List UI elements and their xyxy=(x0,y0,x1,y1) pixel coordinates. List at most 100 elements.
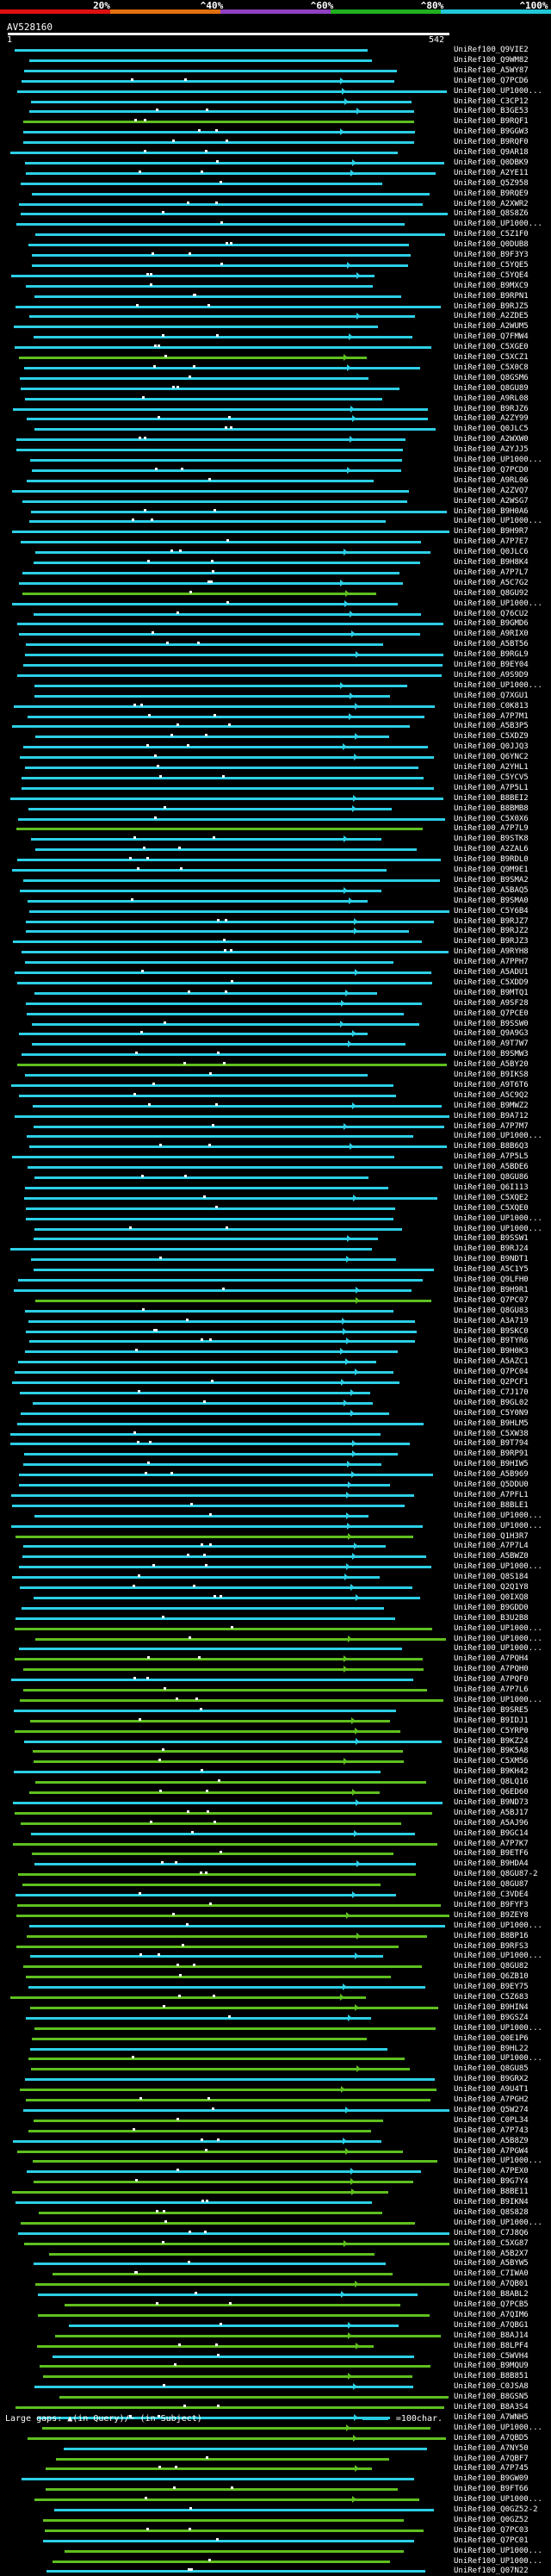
hit-id-link[interactable]: UniRef100_UP1000... xyxy=(454,599,542,608)
hit-id-link[interactable]: UniRef100_UP1000... xyxy=(454,1562,542,1572)
hit-row[interactable]: UniRef100_C5XDD9 xyxy=(0,978,551,988)
hit-row[interactable]: UniRef100_Q7PC01 xyxy=(0,2536,551,2546)
hit-id-link[interactable]: UniRef100_B9HIN4 xyxy=(454,2002,529,2012)
hit-id-link[interactable]: UniRef100_Q8GU85 xyxy=(454,2064,529,2074)
hit-id-link[interactable]: UniRef100_UP1000... xyxy=(454,2218,542,2227)
hit-id-link[interactable]: UniRef100_UP1000... xyxy=(454,1214,542,1223)
hit-row[interactable]: UniRef100_A7QB01 xyxy=(0,2279,551,2289)
hit-id-link[interactable]: UniRef100_Q07N22 xyxy=(454,2567,529,2576)
hit-row[interactable]: UniRef100_C5XCZ1 xyxy=(0,352,551,363)
hit-id-link[interactable]: UniRef100_Q2Q1Y8 xyxy=(454,1583,529,1592)
hit-id-link[interactable]: UniRef100_A7P7L6 xyxy=(454,1685,529,1694)
hit-id-link[interactable]: UniRef100_Q8S828 xyxy=(454,2207,529,2217)
hit-id-link[interactable]: UniRef100_A9SF28 xyxy=(454,998,529,1008)
hit-row[interactable]: UniRef100_B9H9R7 xyxy=(0,526,551,537)
hit-id-link[interactable]: UniRef100_B9FT66 xyxy=(454,2485,529,2494)
hit-id-link[interactable]: UniRef100_UP1000... xyxy=(454,1521,542,1530)
hit-id-link[interactable]: UniRef100_A2WXW0 xyxy=(454,435,529,444)
hit-id-link[interactable]: UniRef100_C5Y0N9 xyxy=(454,1408,529,1418)
hit-id-link[interactable]: UniRef100_A2WUM5 xyxy=(454,322,529,332)
hit-id-link[interactable]: UniRef100_B8B6Q3 xyxy=(454,1142,529,1151)
hit-row[interactable]: UniRef100_B9SSW0 xyxy=(0,1019,551,1029)
hit-id-link[interactable]: UniRef100_Q7PCB5 xyxy=(454,2300,529,2309)
hit-row[interactable]: UniRef100_Q7PCB5 xyxy=(0,2300,551,2310)
hit-id-link[interactable]: UniRef100_Q2PCF1 xyxy=(454,1378,529,1387)
hit-row[interactable]: UniRef100_A9SF28 xyxy=(0,998,551,1009)
hit-row[interactable]: UniRef100_UP1000... xyxy=(0,516,551,526)
hit-id-link[interactable]: UniRef100_B8BLE1 xyxy=(454,1500,529,1510)
hit-row[interactable]: UniRef100_A5BY20 xyxy=(0,1059,551,1070)
hit-id-link[interactable]: UniRef100_UP1000... xyxy=(454,2023,542,2033)
hit-row[interactable]: UniRef100_C5Y0N9 xyxy=(0,1408,551,1418)
hit-id-link[interactable]: UniRef100_A7P7M7 xyxy=(454,1121,529,1131)
hit-id-link[interactable]: UniRef100_C7J170 xyxy=(454,1387,529,1397)
hit-row[interactable]: UniRef100_B8BEI2 xyxy=(0,793,551,804)
hit-id-link[interactable]: UniRef100_A5BJ17 xyxy=(454,1808,529,1817)
hit-row[interactable]: UniRef100_A7P5L5 xyxy=(0,1151,551,1162)
hit-row[interactable]: UniRef100_B9EY75 xyxy=(0,1982,551,1992)
hit-id-link[interactable]: UniRef100_A5AJ96 xyxy=(454,1818,529,1828)
hit-row[interactable]: UniRef100_UP1000... xyxy=(0,1521,551,1531)
hit-row[interactable]: UniRef100_A7P7K7 xyxy=(0,1839,551,1849)
hit-id-link[interactable]: UniRef100_Q0GZ52 xyxy=(454,2515,529,2524)
hit-row[interactable]: UniRef100_B9MQU9 xyxy=(0,2361,551,2371)
hit-id-link[interactable]: UniRef100_C7IWA0 xyxy=(454,2269,529,2279)
hit-id-link[interactable]: UniRef100_UP1000... xyxy=(454,1511,542,1520)
hit-row[interactable]: UniRef100_B9F3Y3 xyxy=(0,250,551,260)
hit-id-link[interactable]: UniRef100_A5C1Y5 xyxy=(454,1265,529,1275)
hit-row[interactable]: UniRef100_A2ZAL6 xyxy=(0,844,551,854)
hit-id-link[interactable]: UniRef100_B9GC14 xyxy=(454,1828,529,1838)
hit-row[interactable]: UniRef100_Q7FMW4 xyxy=(0,332,551,342)
hit-id-link[interactable]: UniRef100_UP1000... xyxy=(454,1952,542,1961)
hit-id-link[interactable]: UniRef100_B9ETF6 xyxy=(454,1849,529,1859)
hit-id-link[interactable]: UniRef100_C5X0C8 xyxy=(454,363,529,372)
hit-id-link[interactable]: UniRef100_A7QIM6 xyxy=(454,2310,529,2319)
hit-row[interactable]: UniRef100_A2YHL1 xyxy=(0,762,551,773)
hit-row[interactable]: UniRef100_B9GL02 xyxy=(0,1398,551,1408)
hit-id-link[interactable]: UniRef100_Q6ZB10 xyxy=(454,1972,529,1982)
hit-row[interactable]: UniRef100_B9FYF3 xyxy=(0,1900,551,1910)
hit-id-link[interactable]: UniRef100_Q8LQ16 xyxy=(454,1778,529,1787)
hit-row[interactable]: UniRef100_B9RP91 xyxy=(0,1449,551,1459)
hit-id-link[interactable]: UniRef100_B9KH42 xyxy=(454,1767,529,1777)
hit-row[interactable]: UniRef100_B9GC14 xyxy=(0,1828,551,1839)
hit-row[interactable]: UniRef100_A2WUM5 xyxy=(0,321,551,332)
hit-id-link[interactable]: UniRef100_A9RYH8 xyxy=(454,947,529,957)
hit-id-link[interactable]: UniRef100_A5BAQ5 xyxy=(454,885,529,895)
hit-id-link[interactable]: UniRef100_C5YQE5 xyxy=(454,260,529,270)
hit-id-link[interactable]: UniRef100_C5Y6B4 xyxy=(454,906,529,916)
hit-row[interactable]: UniRef100_Q7PCD6 xyxy=(0,76,551,86)
hit-row[interactable]: UniRef100_B9IKN4 xyxy=(0,2197,551,2207)
hit-row[interactable]: UniRef100_B8LPF4 xyxy=(0,2341,551,2351)
hit-id-link[interactable]: UniRef100_A7PGH2 xyxy=(454,2095,529,2104)
hit-id-link[interactable]: UniRef100_B9MWZ2 xyxy=(454,1101,529,1110)
hit-id-link[interactable]: UniRef100_B8BE11 xyxy=(454,2188,529,2197)
hit-id-link[interactable]: UniRef100_Q9VIE2 xyxy=(454,46,529,54)
hit-row[interactable]: UniRef100_Q0JJQ3 xyxy=(0,742,551,752)
hit-id-link[interactable]: UniRef100_B9STK8 xyxy=(454,835,529,844)
hit-id-link[interactable]: UniRef100_A9RL06 xyxy=(454,475,529,485)
hit-id-link[interactable]: UniRef100_Q8GSM6 xyxy=(454,373,529,382)
hit-id-link[interactable]: UniRef100_A7QBD5 xyxy=(454,2433,529,2443)
hit-id-link[interactable]: UniRef100_Q76CU2 xyxy=(454,609,529,618)
hit-id-link[interactable]: UniRef100_Q7PCD6 xyxy=(454,76,529,85)
hit-id-link[interactable]: UniRef100_C5XCZ1 xyxy=(454,353,529,362)
hit-row[interactable]: UniRef100_C5XDZ9 xyxy=(0,731,551,742)
hit-row[interactable]: UniRef100_UP1000... xyxy=(0,1214,551,1224)
hit-id-link[interactable]: UniRef100_Q1H3R7 xyxy=(454,1531,529,1541)
hit-row[interactable]: UniRef100_Q0JLC5 xyxy=(0,424,551,434)
hit-id-link[interactable]: UniRef100_Q8GU86 xyxy=(454,1173,529,1182)
hit-row[interactable]: UniRef100_B9MWZ2 xyxy=(0,1101,551,1111)
hit-row[interactable]: UniRef100_B9RQE9 xyxy=(0,189,551,199)
hit-id-link[interactable]: UniRef100_C5XQE0 xyxy=(454,1203,529,1213)
hit-row[interactable]: UniRef100_Q6YNC2 xyxy=(0,752,551,762)
hit-row[interactable]: UniRef100_Q7PCD0 xyxy=(0,465,551,475)
hit-id-link[interactable]: UniRef100_A7P743 xyxy=(454,2126,529,2135)
hit-row[interactable]: UniRef100_A7P7L4 xyxy=(0,1541,551,1551)
hit-row[interactable]: UniRef100_Q9LFH0 xyxy=(0,1275,551,1285)
hit-id-link[interactable]: UniRef100_B9SSW0 xyxy=(454,1019,529,1028)
hit-row[interactable]: UniRef100_Q8GSM6 xyxy=(0,373,551,383)
hit-id-link[interactable]: UniRef100_B8BP16 xyxy=(454,1931,529,1940)
hit-row[interactable]: UniRef100_B8BMB8 xyxy=(0,804,551,814)
hit-row[interactable]: UniRef100_B9ZEY8 xyxy=(0,1910,551,1921)
